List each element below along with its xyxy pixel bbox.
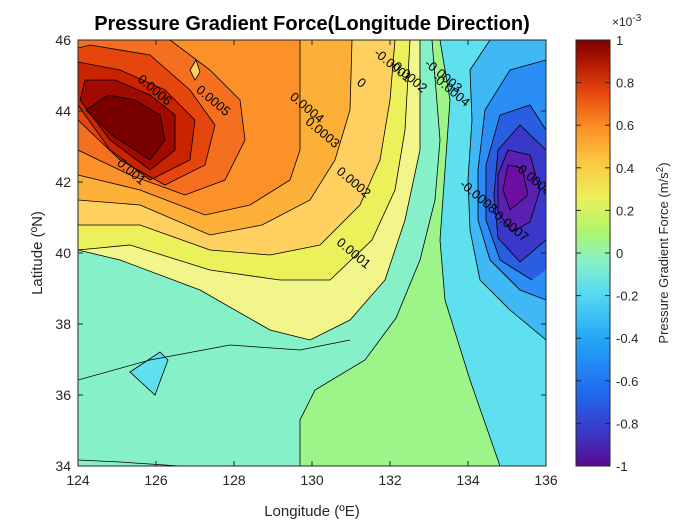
colorbar-tick-label-5: 0	[616, 246, 623, 261]
x-tick-label-5: 134	[456, 472, 480, 488]
y-tick-label-5: 44	[55, 103, 71, 119]
x-tick-label-1: 126	[144, 472, 168, 488]
x-tick-label-4: 132	[378, 472, 402, 488]
colorbar-tick-label-6: 0.2	[616, 203, 634, 218]
x-tick-label-0: 124	[66, 472, 90, 488]
colorbar-tick-label-8: 0.6	[616, 118, 634, 133]
y-tick-label-2: 38	[55, 316, 71, 332]
fill-purple	[503, 165, 528, 210]
colorbar-tick-label-4: -0.2	[616, 289, 638, 304]
colorbar-tick-label-10: 1	[616, 33, 623, 48]
y-tick-label-6: 46	[55, 32, 71, 48]
colorbar-tick-label-2: -0.6	[616, 374, 638, 389]
y-axis: 34 36 38 40 42 44 46	[55, 32, 546, 474]
contour-fill: 0.0006 0.00050.0010.00040.00030.00020.000…	[78, 40, 546, 466]
contour-lines	[78, 40, 546, 466]
fill-maroon	[86, 95, 165, 160]
colorbar-label: Pressure Gradient Force (m/s2)	[655, 162, 671, 343]
y-tick-label-1: 36	[55, 387, 71, 403]
y-axis-label: Latitude (ºN)	[29, 211, 46, 295]
x-tick-label-2: 128	[222, 472, 246, 488]
colorbar-tick-label-1: -0.8	[616, 416, 638, 431]
colorbar-tick-label-0: -1	[616, 459, 628, 474]
colorbar-tick-label-7: 0.4	[616, 161, 634, 176]
x-axis-label: Longitude (ºE)	[264, 503, 360, 520]
x-tick-label-6: 136	[534, 472, 558, 488]
fill-cyan-island	[130, 352, 168, 395]
y-tick-label-4: 42	[55, 174, 71, 190]
colorbar-exponent: ×10-3	[612, 13, 642, 29]
colorbar-tick-label-9: 0.8	[616, 76, 634, 91]
colorbar-ticks: -1 -0.8 -0.6 -0.4 -0.2 0 0.2 0.4 0.6 0.8 1	[576, 33, 638, 474]
x-axis: 124 126 128 130 132 134 136	[66, 40, 558, 488]
colorbar	[575, 39, 611, 467]
chart-title: Pressure Gradient Force(Longitude Direct…	[94, 13, 530, 35]
y-tick-label-0: 34	[55, 458, 71, 474]
colorbar-tick-label-3: -0.4	[616, 331, 638, 346]
x-tick-label-3: 130	[300, 472, 324, 488]
y-tick-label-3: 40	[55, 245, 71, 261]
